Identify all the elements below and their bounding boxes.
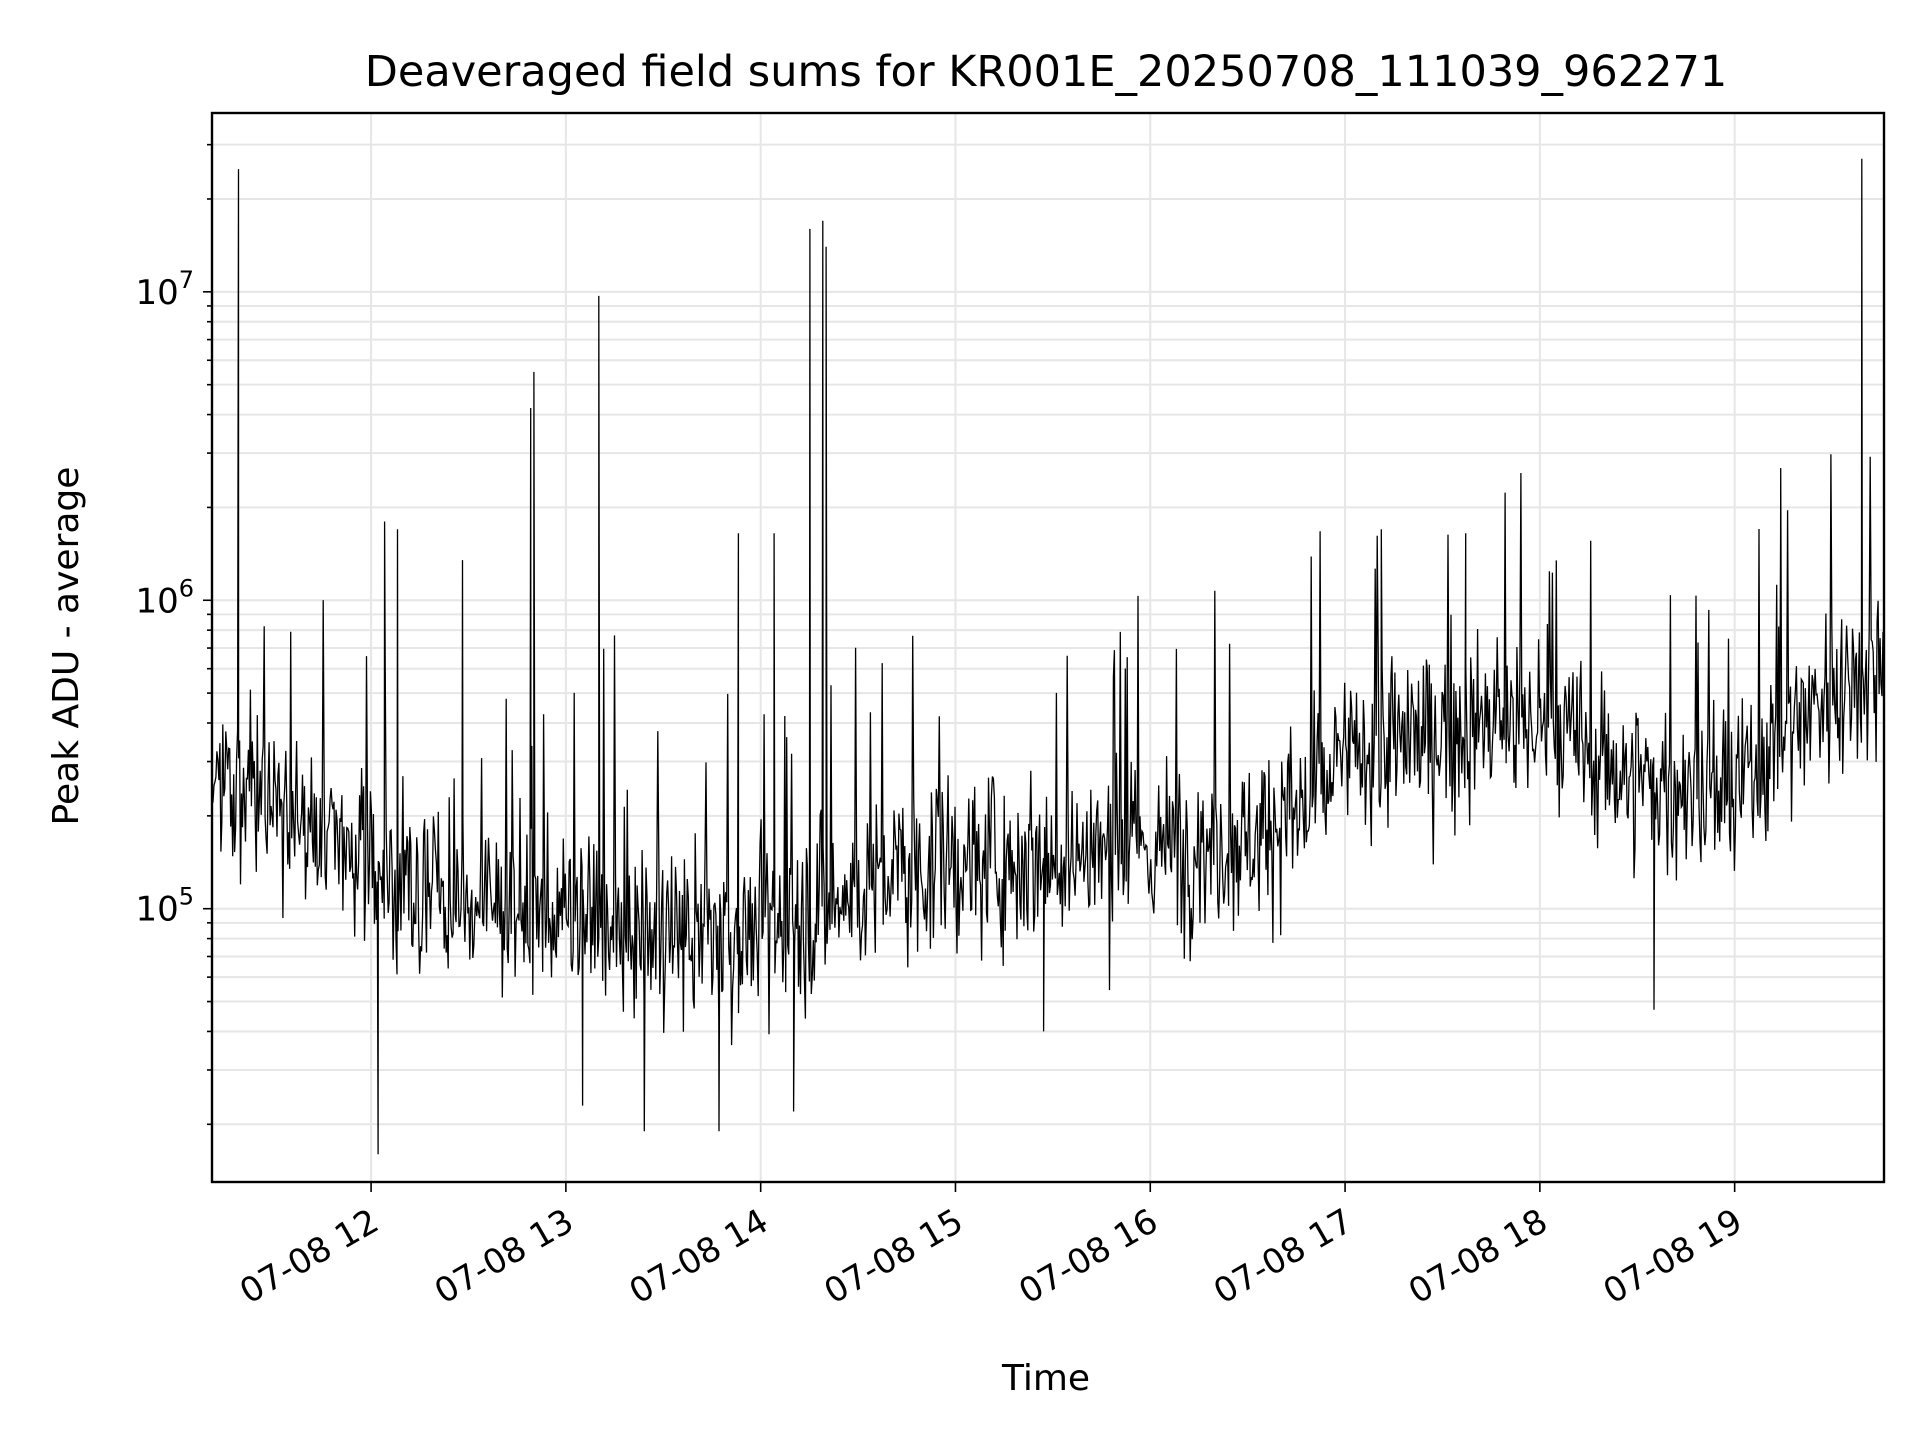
y-tick-base: 10 <box>135 890 178 930</box>
y-tick-base: 10 <box>135 273 178 313</box>
y-tick-label: 106 <box>135 574 194 621</box>
y-tick-exponent: 7 <box>179 266 194 294</box>
chart-title: Deaveraged field sums for KR001E_2025070… <box>365 47 1727 97</box>
x-axis-label: Time <box>1001 1358 1090 1399</box>
y-tick-label: 105 <box>135 883 194 930</box>
series-line <box>211 158 1885 1155</box>
y-tick-exponent: 6 <box>179 574 194 602</box>
y-axis-label: Peak ADU - average <box>46 467 87 826</box>
data-layer <box>211 158 1885 1155</box>
y-tick-label: 107 <box>135 266 194 313</box>
y-tick-exponent: 5 <box>179 883 194 911</box>
y-tick-base: 10 <box>135 581 178 621</box>
